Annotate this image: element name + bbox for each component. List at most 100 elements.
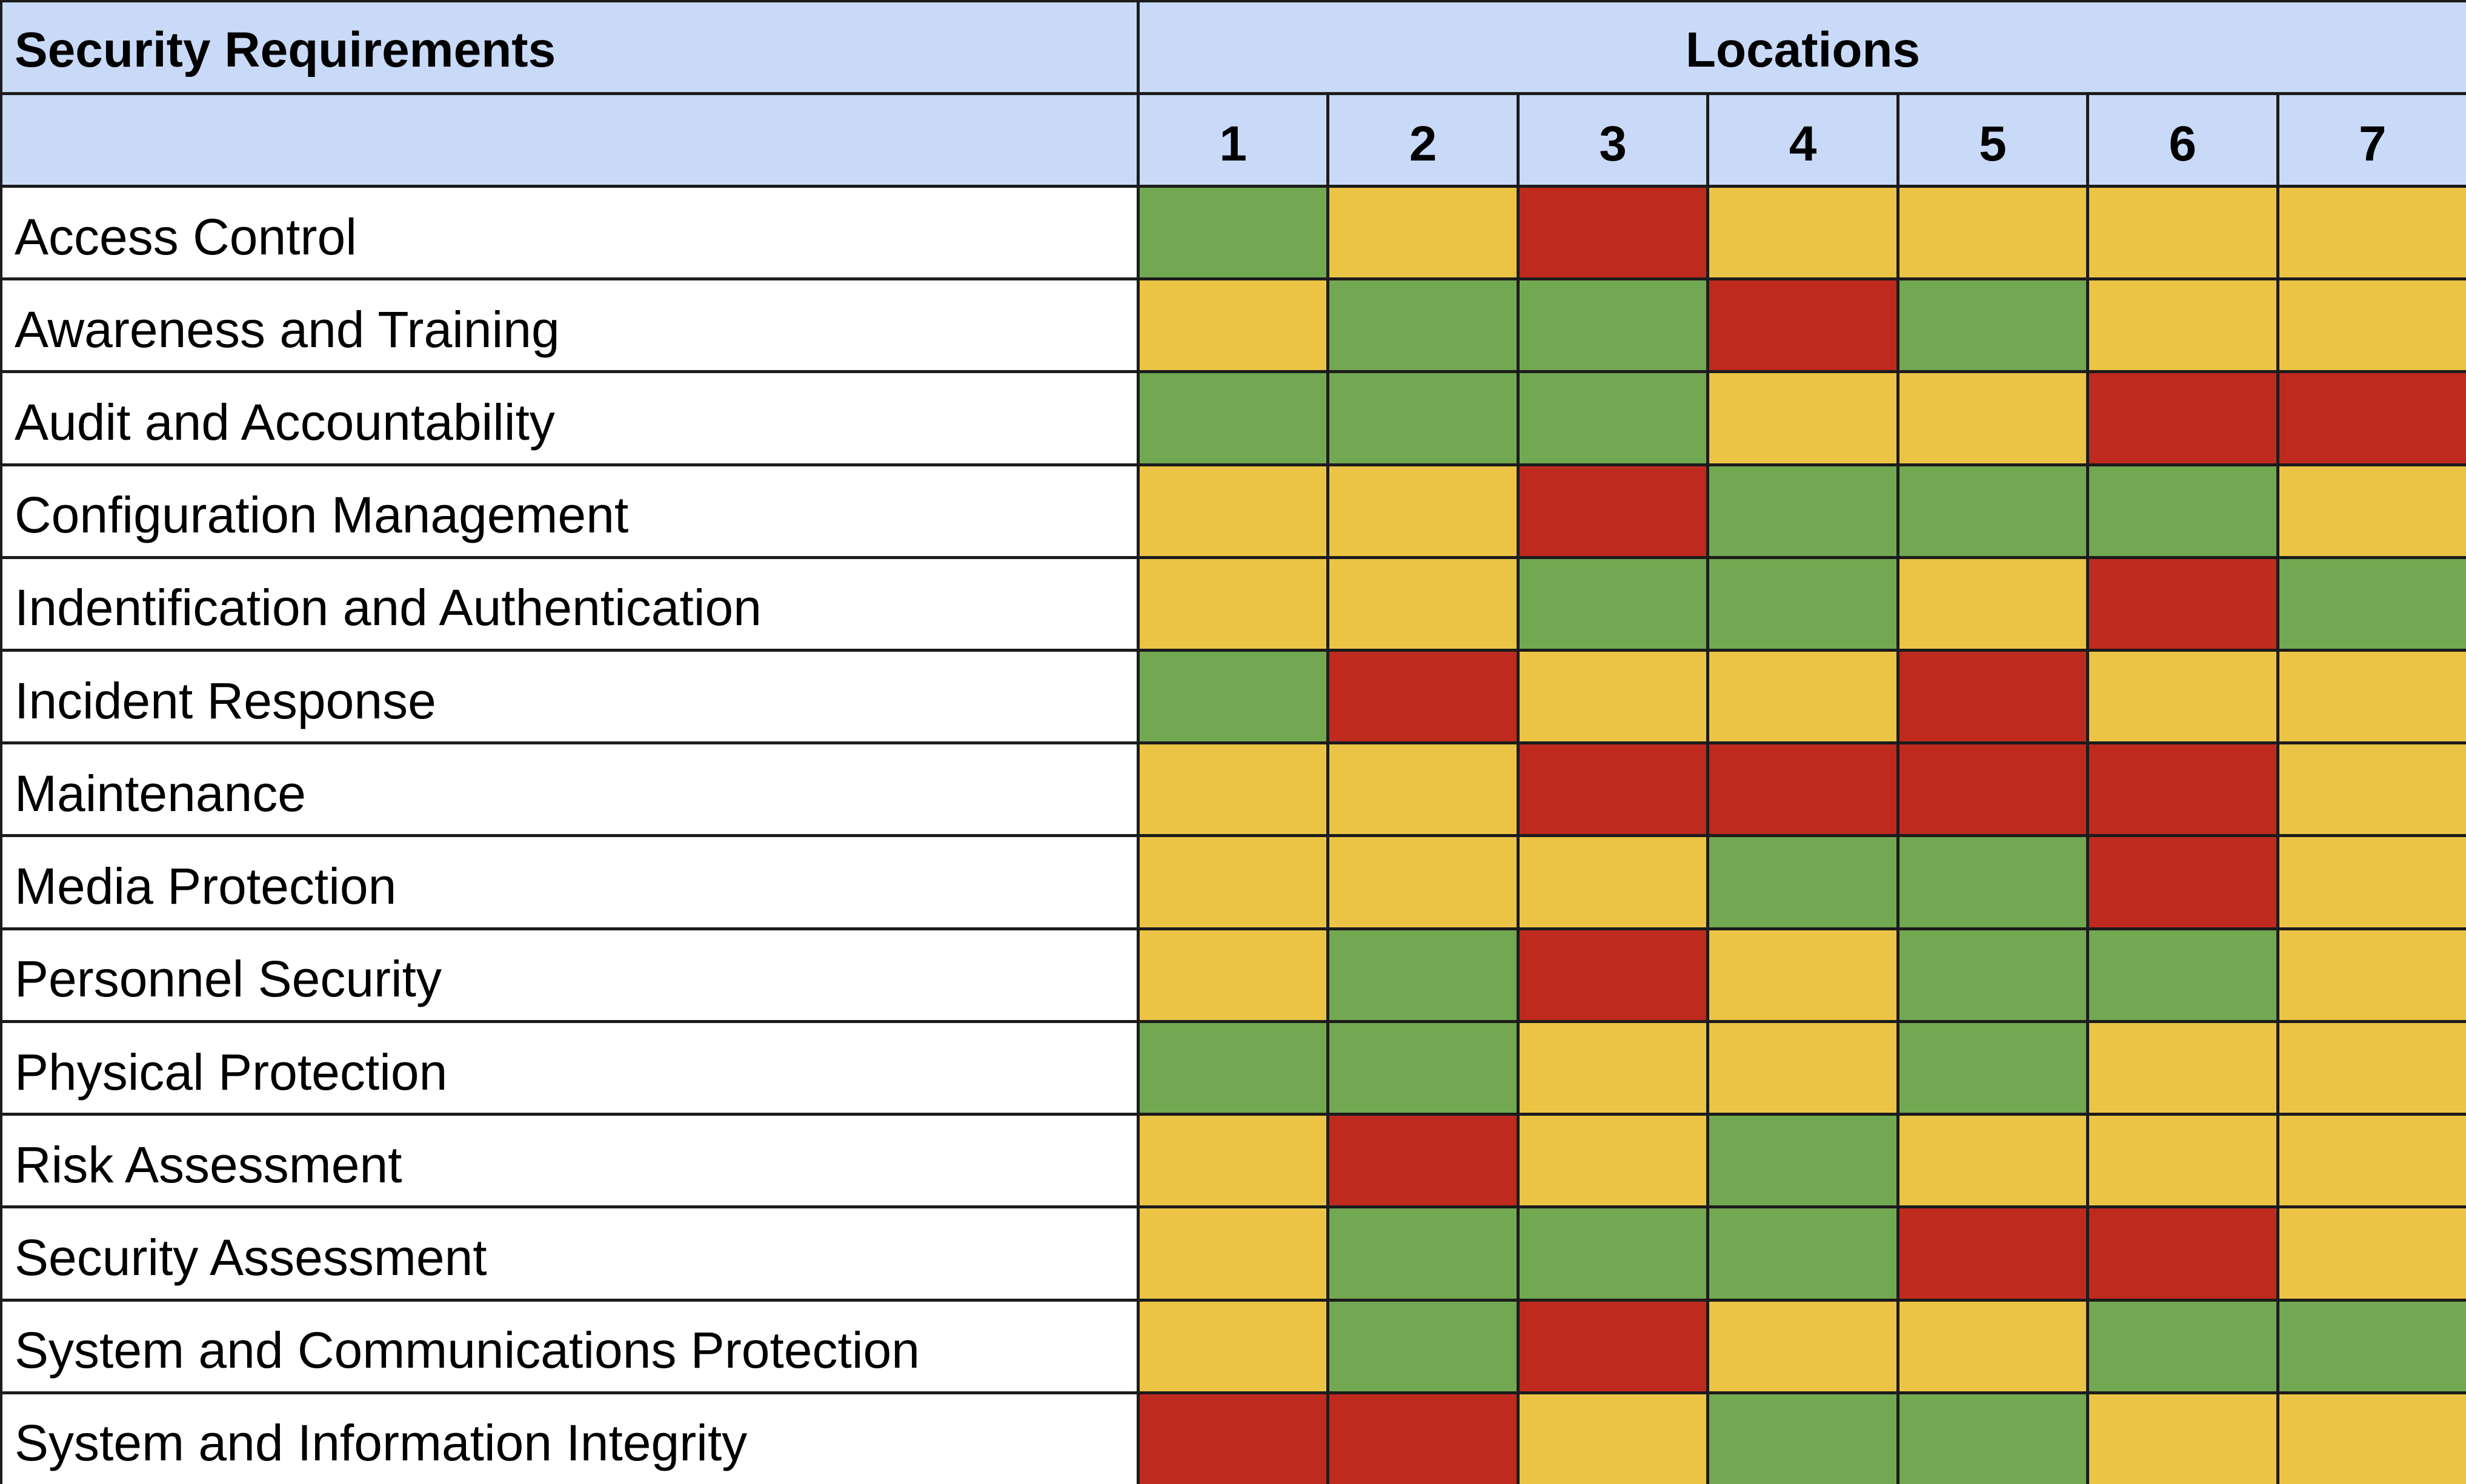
status-cell	[2279, 1116, 2466, 1206]
column-header: 3	[1519, 95, 1707, 185]
status-cell	[2089, 652, 2276, 742]
status-cell	[1329, 744, 1517, 835]
status-cell	[1519, 1301, 1707, 1391]
status-cell	[1899, 558, 2087, 649]
column-header: 7	[2279, 95, 2466, 185]
status-cell	[1899, 652, 2087, 742]
status-cell	[2279, 373, 2466, 463]
status-cell	[1140, 1301, 1327, 1391]
status-cell	[1519, 373, 1707, 463]
status-cell	[2279, 188, 2466, 278]
status-cell	[1329, 1022, 1517, 1113]
status-cell	[1329, 1301, 1517, 1391]
status-cell	[1329, 558, 1517, 649]
status-cell	[1519, 1116, 1707, 1206]
row-label: Media Protection	[2, 837, 1137, 927]
status-cell	[1519, 280, 1707, 371]
status-cell	[1329, 1394, 1517, 1484]
status-cell	[1519, 1022, 1707, 1113]
status-cell	[1899, 1394, 2087, 1484]
row-label: Personnel Security	[2, 930, 1137, 1020]
status-cell	[1140, 558, 1327, 649]
row-label: Risk Assessment	[2, 1116, 1137, 1206]
status-cell	[1709, 1022, 1896, 1113]
status-cell	[1519, 837, 1707, 927]
status-cell	[2279, 652, 2466, 742]
status-cell	[1709, 558, 1896, 649]
status-cell	[1519, 930, 1707, 1020]
status-cell	[2089, 280, 2276, 371]
status-cell	[1519, 744, 1707, 835]
status-cell	[1140, 1022, 1327, 1113]
status-cell	[2089, 1301, 2276, 1391]
status-cell	[1899, 1301, 2087, 1391]
status-cell	[1329, 1116, 1517, 1206]
row-label: Incident Response	[2, 652, 1137, 742]
status-cell	[1709, 373, 1896, 463]
status-cell	[2089, 188, 2276, 278]
status-cell	[2279, 1208, 2466, 1299]
status-cell	[1709, 744, 1896, 835]
status-cell	[1709, 466, 1896, 556]
status-cell	[2089, 930, 2276, 1020]
status-cell	[1329, 466, 1517, 556]
row-label: Audit and Accountability	[2, 373, 1137, 463]
status-cell	[1519, 1208, 1707, 1299]
status-cell	[2089, 1208, 2276, 1299]
status-cell	[1709, 1116, 1896, 1206]
status-cell	[1140, 1394, 1327, 1484]
status-cell	[1140, 466, 1327, 556]
status-cell	[2279, 837, 2466, 927]
status-cell	[1140, 652, 1327, 742]
status-cell	[1140, 188, 1327, 278]
title-header: Security Requirements	[2, 2, 1137, 92]
status-cell	[2279, 558, 2466, 649]
row-label: Indentification and Authentication	[2, 558, 1137, 649]
status-cell	[1519, 558, 1707, 649]
status-cell	[2279, 280, 2466, 371]
status-cell	[1140, 930, 1327, 1020]
status-cell	[1709, 1301, 1896, 1391]
status-cell	[2089, 1394, 2276, 1484]
status-cell	[1329, 837, 1517, 927]
status-cell	[1709, 1394, 1896, 1484]
status-cell	[2279, 930, 2466, 1020]
row-label: Maintenance	[2, 744, 1137, 835]
status-cell	[2279, 1022, 2466, 1113]
status-cell	[1329, 652, 1517, 742]
status-cell	[2279, 1301, 2466, 1391]
row-label: System and Communications Protection	[2, 1301, 1137, 1391]
column-header: 4	[1709, 95, 1896, 185]
status-cell	[1519, 1394, 1707, 1484]
status-cell	[1899, 1022, 2087, 1113]
status-cell	[1899, 744, 2087, 835]
status-cell	[2089, 466, 2276, 556]
status-cell	[1899, 188, 2087, 278]
status-cell	[2089, 373, 2276, 463]
status-cell	[1899, 837, 2087, 927]
status-cell	[1899, 280, 2087, 371]
row-label: Physical Protection	[2, 1022, 1137, 1113]
row-label: Awareness and Training	[2, 280, 1137, 371]
status-cell	[2279, 1394, 2466, 1484]
status-cell	[1709, 280, 1896, 371]
status-cell	[1899, 466, 2087, 556]
status-cell	[1709, 188, 1896, 278]
status-cell	[1899, 930, 2087, 1020]
status-cell	[1329, 280, 1517, 371]
status-cell	[2089, 558, 2276, 649]
column-header: 6	[2089, 95, 2276, 185]
column-header: 2	[1329, 95, 1517, 185]
status-cell	[2089, 1116, 2276, 1206]
status-cell	[1519, 466, 1707, 556]
row-label: Security Assessment	[2, 1208, 1137, 1299]
row-label: Access Control	[2, 188, 1137, 278]
status-cell	[1329, 188, 1517, 278]
group-header: Locations	[1140, 2, 2466, 92]
status-cell	[1140, 744, 1327, 835]
status-cell	[1329, 930, 1517, 1020]
status-cell	[2089, 1022, 2276, 1113]
status-cell	[1329, 373, 1517, 463]
status-cell	[2089, 744, 2276, 835]
